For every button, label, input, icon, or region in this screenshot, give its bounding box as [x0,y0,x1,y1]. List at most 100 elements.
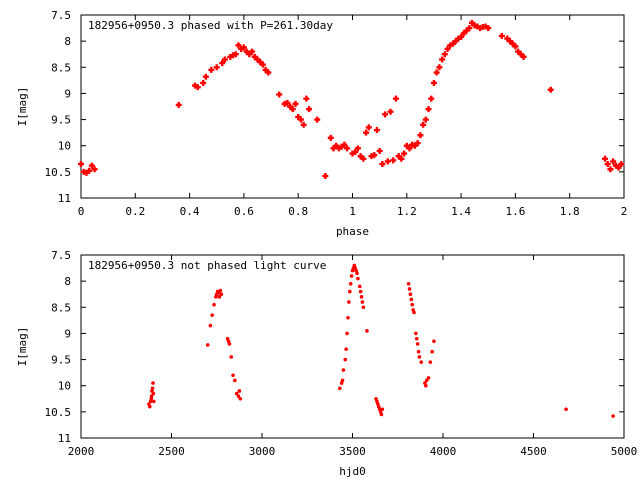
data-point [444,45,451,52]
data-point [338,386,342,391]
x-tick-label: 3500 [339,445,366,458]
data-point [208,66,215,73]
data-point [210,313,215,317]
data-point [348,281,353,286]
data-point [466,25,473,32]
data-point [341,141,348,148]
data-point [382,111,389,118]
data-point [231,373,235,378]
phased-chart: 0 0.2 0.4 0.6 0.8 1 1.2 1.4 1.6 1.8 2 7.5 8 8.5 9 9.5 10… [16,9,627,238]
data-point [205,343,210,347]
data-point [424,383,428,388]
data-point [354,145,361,152]
chart-title: 182956+0950.3 phased with P=261.30day [88,19,333,32]
unphased-chart: 2000 2500 3000 3500 4000 4500 5000 7.5 8 8.5 9 9.5 1… [16,249,637,478]
data-point [564,407,568,412]
data-point [363,129,370,136]
data-point [379,412,384,417]
data-point [213,64,220,71]
y-tick-label: 8.5 [51,61,71,74]
data-point [151,399,156,404]
data-point [221,56,228,63]
data-point [412,310,416,315]
y-tick-label: 7.5 [51,9,71,22]
data-point [219,292,224,297]
data-point [238,396,243,401]
data-point [416,349,421,354]
data-point [380,407,385,412]
data-point [297,116,304,123]
data-point [520,53,527,60]
data-point [217,295,222,299]
data-point [91,166,98,173]
data-point [359,295,364,299]
data-point [355,271,359,276]
y-tick-label: 10.5 [45,406,72,419]
data-point [349,274,354,278]
data-point [259,61,266,68]
data-point [417,132,424,139]
data-point [428,95,435,102]
data-point [200,79,207,86]
data-point [208,323,213,328]
data-point [356,276,360,281]
data-point [240,44,247,51]
data-point [352,148,359,155]
x-axis-label: hjd0 [339,465,366,478]
data-point [147,404,152,409]
x-tick-label: 2000 [68,445,95,458]
data-point [407,287,412,291]
data-point [300,121,307,128]
data-point [360,300,365,304]
data-point [430,349,434,354]
data-point [406,145,413,152]
y-axis-label: I[mag] [16,327,29,367]
data-point [433,69,440,76]
data-point [151,381,155,385]
data-point [265,69,272,76]
data-point [379,161,386,168]
data-point [232,51,239,58]
data-point [346,315,350,320]
data-point [235,42,242,49]
data-point [327,134,334,141]
data-point [233,378,237,383]
data-point [415,342,420,346]
y-tick-label: 9.5 [51,354,71,367]
data-point [78,161,84,168]
x-tick-label: 0.2 [125,205,145,218]
data-point [289,106,296,113]
data-point [365,124,372,131]
data-point [175,101,182,108]
data-point [86,167,93,174]
data-point [341,368,346,372]
data-point [150,386,155,391]
data-point [410,302,415,307]
data-point [432,339,436,344]
data-point [357,284,362,289]
data-point [306,106,313,113]
data-point [314,116,321,123]
data-point [414,140,421,147]
data-point [360,155,367,162]
data-point [441,51,448,58]
data-point [398,155,405,162]
data-point [303,95,310,102]
data-point [607,166,614,173]
chart-title: 182956+0950.3 not phased light curve [88,259,326,272]
x-tick-label: 0 [78,205,85,218]
data-point [344,347,348,351]
data-point [419,360,424,364]
data-point [436,64,443,71]
data-point [237,389,242,393]
y-tick-label: 11 [58,192,71,205]
data-point [249,48,256,55]
x-tick-label: 1.2 [397,205,417,218]
y-axis-label: I[mag] [16,87,29,127]
data-point [365,329,369,333]
y-tick-label: 10 [58,380,71,393]
plot-frame [80,254,625,439]
data-point [414,331,418,336]
data-point [409,297,414,302]
